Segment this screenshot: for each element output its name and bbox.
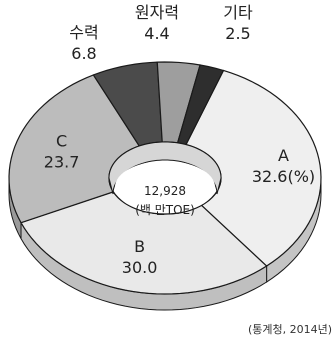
slice-value-label-4: 4.4 <box>144 24 169 43</box>
labels-group: A 32.6(%) B 30.0 C 23.7 수력 6.8 원자력 4.4 기타 2.5 <box>44 3 315 277</box>
source-note: (통계청, 2014년) <box>248 323 332 336</box>
slice-name-label-2: C <box>56 132 67 151</box>
hole-inner-wall <box>108 141 222 195</box>
slices-group <box>8 61 322 311</box>
slice-value-label-1: 30.0 <box>122 258 158 277</box>
slice-name-label-4: 원자력 <box>135 3 179 22</box>
slice-name-label-0: A <box>278 146 289 165</box>
slice-value-label-2: 23.7 <box>44 153 80 172</box>
slice-name-label-1: B <box>134 237 145 256</box>
center-hole <box>108 141 222 215</box>
center-total-unit: (백 만TOE) <box>135 203 195 217</box>
slice-value-label-0: 32.6(%) <box>252 167 315 186</box>
hole-floor <box>115 161 215 213</box>
slice-name-label-5: 기타 <box>223 3 253 22</box>
slice-value-label-5: 2.5 <box>225 24 250 43</box>
slice-name-label-3: 수력 <box>69 23 98 42</box>
center-total-value: 12,928 <box>144 184 186 198</box>
slice-value-label-3: 6.8 <box>71 44 96 63</box>
